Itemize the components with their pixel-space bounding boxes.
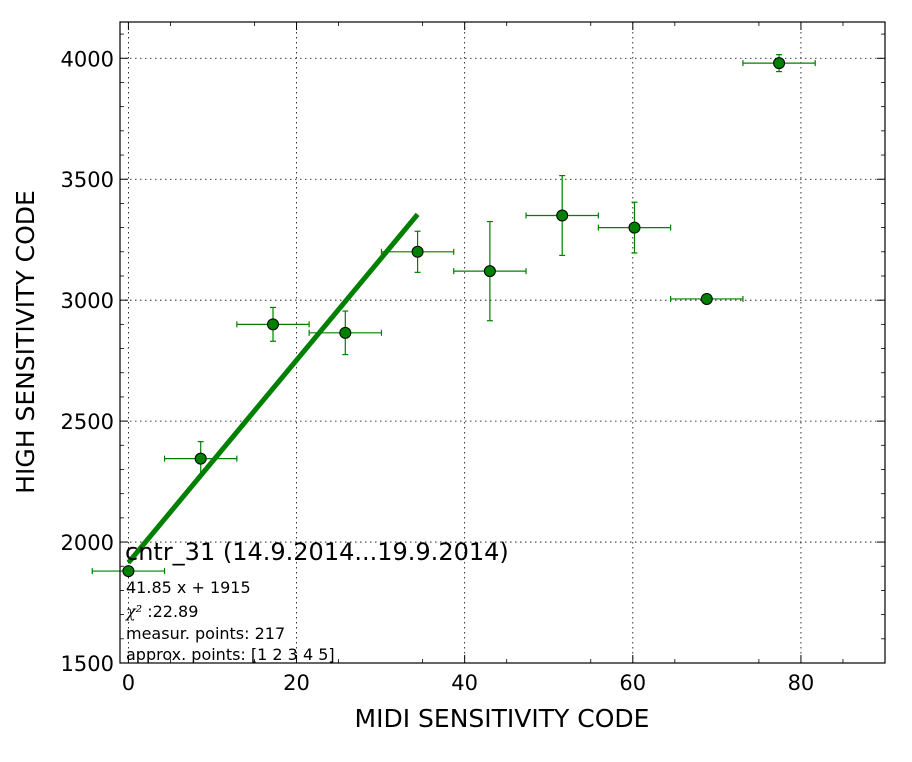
data-point bbox=[411, 245, 424, 258]
annotation-equation: 41.85 x + 1915 bbox=[126, 578, 251, 597]
fit-line bbox=[126, 212, 420, 565]
chi-symbol: χ² bbox=[125, 602, 142, 621]
annotation-title: cntr_31 (14.9.2014...19.9.2014) bbox=[125, 538, 509, 566]
x-axis-title: MIDI SENSITIVITY CODE bbox=[355, 704, 650, 733]
x-tick-label: 60 bbox=[619, 671, 646, 695]
axis-ticks: 0 20 40 60 80 1500 2000 2500 3000 3500 4000 bbox=[61, 22, 885, 695]
error-bars bbox=[91, 54, 816, 575]
fit-line-group bbox=[126, 212, 420, 565]
data-point bbox=[194, 452, 207, 465]
annotation-measured-points: measur. points: 217 bbox=[126, 624, 285, 643]
x-tick-label: 80 bbox=[788, 671, 815, 695]
chi-value: :22.89 bbox=[142, 602, 198, 621]
data-point bbox=[339, 326, 352, 339]
plot-frame bbox=[119, 21, 886, 664]
x-tick-label: 20 bbox=[283, 671, 310, 695]
x-tick-label: 0 bbox=[122, 671, 135, 695]
data-point bbox=[122, 565, 135, 578]
y-tick-label: 4000 bbox=[61, 47, 114, 71]
data-point bbox=[700, 292, 713, 305]
data-point bbox=[267, 318, 279, 331]
data-point bbox=[556, 209, 569, 222]
grid-lines bbox=[120, 22, 885, 664]
data-markers bbox=[122, 57, 786, 578]
y-tick-label: 3500 bbox=[61, 168, 114, 192]
y-tick-label: 3000 bbox=[61, 289, 114, 313]
data-point bbox=[483, 265, 496, 278]
x-tick-label: 40 bbox=[451, 671, 478, 695]
annotation: cntr_31 (14.9.2014...19.9.2014) 41.85 x … bbox=[125, 538, 509, 664]
y-tick-label: 2000 bbox=[61, 531, 114, 555]
annotation-approx-points: approx. points: [1 2 3 4 5] bbox=[126, 645, 335, 664]
y-tick-label: 2500 bbox=[61, 410, 114, 434]
annotation-chi2: χ² :22.89 bbox=[125, 602, 198, 621]
y-tick-label: 1500 bbox=[61, 652, 114, 676]
data-point bbox=[773, 57, 786, 70]
data-point bbox=[628, 221, 641, 234]
y-axis-title: HIGH SENSITIVITY CODE bbox=[11, 190, 40, 494]
